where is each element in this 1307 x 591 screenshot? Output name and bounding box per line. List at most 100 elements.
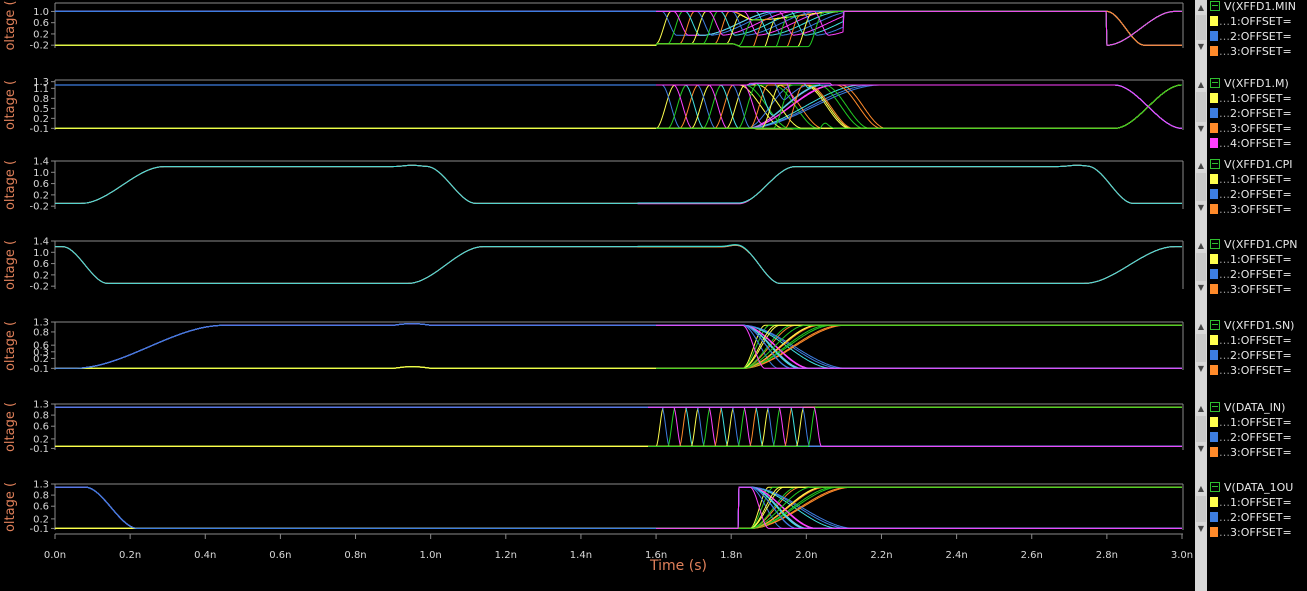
legend-entry[interactable]: …2:OFFSET= <box>1210 431 1292 444</box>
trace-cpi-2 <box>55 164 1182 204</box>
trace-sn-10 <box>55 323 1182 369</box>
legend-entry[interactable]: …1:OFFSET= <box>1210 334 1292 347</box>
scroll-up-icon[interactable]: ▲ <box>1197 241 1205 250</box>
x-tick-label: 1.4n <box>570 550 592 561</box>
collapse-toggle-icon[interactable] <box>1210 159 1220 169</box>
waveform-panel-sn[interactable]: oltage (1.30.8 0.60.30.2-0.1 <box>3 318 1184 375</box>
trace-sn-25 <box>55 324 1182 369</box>
scroll-down-icon[interactable]: ▼ <box>1197 203 1205 212</box>
legend-entry[interactable]: …3:OFFSET= <box>1210 364 1292 377</box>
scroll-track[interactable] <box>1196 173 1206 201</box>
scroll-up-icon[interactable]: ▲ <box>1197 322 1205 331</box>
legend-entry[interactable]: …1:OFFSET= <box>1210 416 1292 429</box>
trace-d1out-6 <box>55 486 1182 529</box>
scroll-up-icon[interactable]: ▲ <box>1197 484 1205 493</box>
collapse-toggle-icon[interactable] <box>1210 320 1220 330</box>
trace-din-27 <box>55 406 1182 447</box>
trace-sn-1 <box>55 324 1182 369</box>
legend-entry[interactable]: …2:OFFSET= <box>1210 511 1292 524</box>
legend-title-text: V(DATA_1OU <box>1224 481 1294 494</box>
scroll-track[interactable] <box>1196 334 1206 362</box>
tree-connector-icon: … <box>1219 364 1230 377</box>
collapse-toggle-icon[interactable] <box>1210 402 1220 412</box>
legend-entry[interactable]: …2:OFFSET= <box>1210 107 1292 120</box>
legend-scrollbar[interactable]: ▲ ▼ ▲ ▼ ▲ ▼ ▲ ▼ ▲ ▼ ▲ ▼ ▲ ▼ <box>1195 0 1207 591</box>
trace-minv-7 <box>55 10 1182 46</box>
legend-title-text: V(XFFD1.CPN <box>1224 238 1298 251</box>
x-tick-label: 2.8n <box>1096 550 1118 561</box>
legend-entry[interactable]: …3:OFFSET= <box>1210 45 1292 58</box>
scroll-down-icon[interactable]: ▼ <box>1197 283 1205 292</box>
legend-entry[interactable]: …2:OFFSET= <box>1210 188 1292 201</box>
legend-entry[interactable]: …3:OFFSET= <box>1210 203 1292 216</box>
waveform-panel-din[interactable]: oltage (1.30.80.60.2-0.1 <box>3 400 1184 455</box>
collapse-toggle-icon[interactable] <box>1210 239 1220 249</box>
legend-title[interactable]: V(XFFD1.M) <box>1210 77 1289 90</box>
waveform-panel-d1out[interactable]: oltage (1.30.80.60.2-0.1 <box>3 480 1184 535</box>
scroll-track[interactable] <box>1196 416 1206 442</box>
trace-m-11 <box>55 84 1182 129</box>
legend-title[interactable]: V(DATA_1OU <box>1210 481 1293 494</box>
trace-minv-22 <box>55 10 1182 46</box>
legend-title[interactable]: V(XFFD1.CPI <box>1210 158 1293 171</box>
scroll-track[interactable] <box>1196 253 1206 281</box>
tree-connector-icon: … <box>1219 30 1230 43</box>
trace-minv-14 <box>55 10 1182 46</box>
scroll-track[interactable] <box>1196 15 1206 40</box>
legend-group-cpn: V(XFFD1.CPN …1:OFFSET= …2:OFFSET= …3:OFFSET… <box>1207 238 1307 318</box>
trace-din-16 <box>55 406 1182 447</box>
legend-title[interactable]: V(XFFD1.SN) <box>1210 319 1294 332</box>
legend-entry[interactable]: …4:OFFSET= <box>1210 137 1292 150</box>
legend-entry[interactable]: …3:OFFSET= <box>1210 446 1292 459</box>
legend-entry[interactable]: …2:OFFSET= <box>1210 30 1292 43</box>
legend-entry[interactable]: …1:OFFSET= <box>1210 15 1292 28</box>
scroll-track[interactable] <box>1196 496 1206 522</box>
trace-sn-23 <box>55 324 1182 369</box>
collapse-toggle-icon[interactable] <box>1210 1 1220 11</box>
legend-entry[interactable]: …1:OFFSET= <box>1210 496 1292 509</box>
collapse-toggle-icon[interactable] <box>1210 78 1220 88</box>
waveform-panel-cpn[interactable]: oltage (1.41.00.60.2-0.2 <box>3 237 1184 293</box>
legend-entry[interactable]: …3:OFFSET= <box>1210 526 1292 539</box>
trace-minv-28 <box>55 10 1182 46</box>
legend-title[interactable]: V(XFFD1.CPN <box>1210 238 1298 251</box>
legend-entry[interactable]: …2:OFFSET= <box>1210 349 1292 362</box>
legend-entry[interactable]: …1:OFFSET= <box>1210 253 1292 266</box>
panel-frame <box>54 321 1184 370</box>
waveform-panel-cpi[interactable]: oltage (1.41.00.60.2-0.2 <box>3 157 1184 213</box>
legend-entry[interactable]: …3:OFFSET= <box>1210 283 1292 296</box>
scroll-up-icon[interactable]: ▲ <box>1197 161 1205 170</box>
trace-m-22 <box>55 82 1182 129</box>
trace-cpn-3 <box>55 244 1182 284</box>
legend-entry[interactable]: …3:OFFSET= <box>1210 122 1292 135</box>
legend-entry[interactable]: …1:OFFSET= <box>1210 92 1292 105</box>
trace-sn-20 <box>55 323 1182 369</box>
legend-entry-label: 1:OFFSET= <box>1230 253 1292 266</box>
scroll-down-icon[interactable]: ▼ <box>1197 42 1205 51</box>
trace-m-27 <box>55 84 1182 130</box>
scroll-down-icon[interactable]: ▼ <box>1197 364 1205 373</box>
scroll-up-icon[interactable]: ▲ <box>1197 80 1205 89</box>
waveform-panel-m[interactable]: oltage (1.31.10.80.50.2-0.1 <box>3 77 1184 135</box>
legend-entry[interactable]: …1:OFFSET= <box>1210 173 1292 186</box>
scroll-up-icon[interactable]: ▲ <box>1197 3 1205 12</box>
collapse-toggle-icon[interactable] <box>1210 482 1220 492</box>
scroll-down-icon[interactable]: ▼ <box>1197 524 1205 533</box>
trace-d1out-12 <box>55 486 1182 529</box>
legend-swatch <box>1210 46 1218 56</box>
legend-swatch <box>1210 31 1218 41</box>
scroll-down-icon[interactable]: ▼ <box>1197 124 1205 133</box>
legend-title[interactable]: V(DATA_IN) <box>1210 401 1285 414</box>
waveform-plot-area[interactable]: oltage (1.00.60.2-0.2 oltage (1.31.10.80.… <box>0 0 1195 591</box>
scroll-down-icon[interactable]: ▼ <box>1197 444 1205 453</box>
trace-cpn-1 <box>55 244 1182 284</box>
x-tick-label: 0.2n <box>119 550 141 561</box>
legend-entry[interactable]: …2:OFFSET= <box>1210 268 1292 281</box>
y-tick-label: 0.6 <box>33 179 49 190</box>
tree-connector-icon: … <box>1219 416 1230 429</box>
scroll-track[interactable] <box>1196 92 1206 122</box>
waveform-panel-minv[interactable]: oltage (1.00.60.2-0.2 <box>3 0 1184 52</box>
legend-entry-label: 3:OFFSET= <box>1230 203 1292 216</box>
scroll-up-icon[interactable]: ▲ <box>1197 404 1205 413</box>
legend-title[interactable]: V(XFFD1.MIN <box>1210 0 1296 13</box>
